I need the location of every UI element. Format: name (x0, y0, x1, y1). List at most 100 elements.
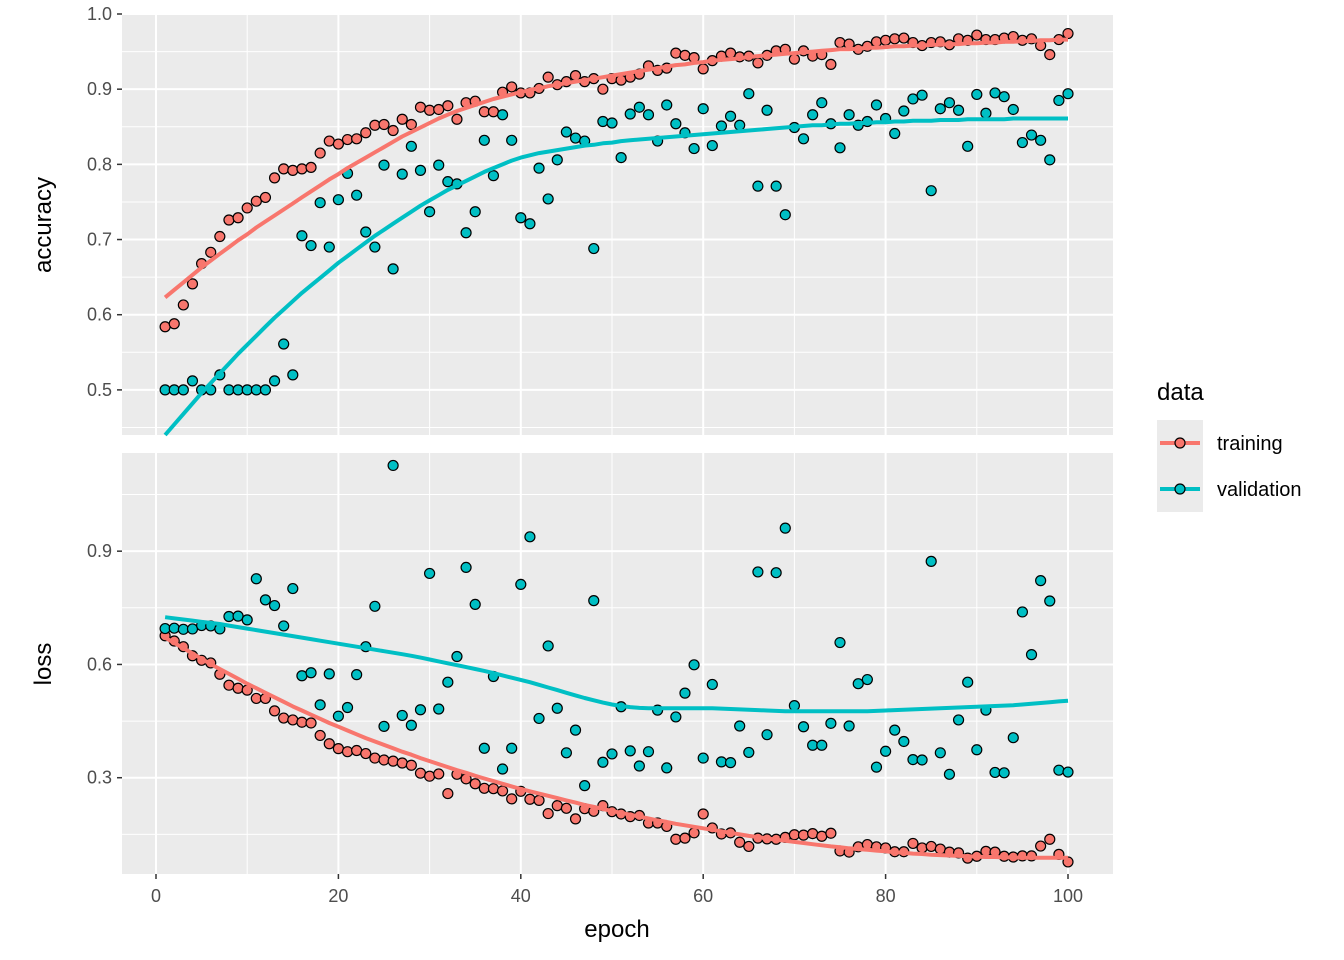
data-point-loss-training (378, 754, 390, 766)
data-point-accuracy-validation (761, 104, 773, 116)
data-point-accuracy-training (506, 81, 518, 93)
data-point-loss-validation (323, 668, 335, 680)
data-point-loss-training (907, 837, 919, 850)
data-point-loss-training (305, 717, 317, 729)
data-point-accuracy-training (451, 113, 463, 125)
data-point-accuracy-validation (925, 185, 937, 197)
data-point-loss-validation (706, 678, 718, 691)
data-point-accuracy-validation (998, 91, 1010, 103)
data-point-accuracy-validation (962, 140, 974, 152)
data-point-loss-validation (259, 594, 272, 606)
data-point-accuracy-training (159, 321, 171, 333)
data-point-accuracy-training (232, 212, 244, 224)
data-point-accuracy-validation (752, 180, 764, 192)
data-point-accuracy-training (724, 47, 737, 59)
data-point-loss-validation (670, 711, 682, 723)
y-tick-label: 0.6 (87, 305, 112, 325)
data-point-loss-validation (679, 687, 691, 699)
data-point-accuracy-training (1062, 27, 1074, 40)
data-point-accuracy-training (478, 106, 490, 118)
data-point-loss-validation (396, 709, 408, 722)
data-point-accuracy-training (889, 33, 901, 45)
data-point-accuracy-training (971, 29, 983, 41)
data-point-loss-training (469, 778, 481, 790)
data-point-accuracy-training (414, 101, 427, 113)
data-point-accuracy-validation (1044, 154, 1056, 166)
data-point-loss-validation (661, 762, 673, 774)
data-point-loss-training (268, 705, 281, 717)
data-point-accuracy-training (360, 127, 372, 139)
data-point-accuracy-validation (533, 162, 545, 174)
data-point-accuracy-validation (469, 206, 481, 218)
data-point-loss-training (414, 767, 427, 779)
data-point-loss-training (369, 752, 381, 764)
data-point-accuracy-validation (779, 209, 791, 221)
data-point-loss-validation (369, 600, 381, 612)
data-point-accuracy-validation (715, 120, 728, 132)
data-point-accuracy-training (332, 138, 344, 150)
data-point-loss-validation (934, 747, 946, 759)
data-point-loss-validation (642, 746, 655, 758)
data-point-loss-validation (405, 719, 417, 731)
smooth-line-loss-validation (164, 615, 1069, 714)
data-point-accuracy-training (424, 104, 436, 116)
data-point-loss-validation (879, 745, 892, 757)
data-point-loss-validation (633, 760, 645, 772)
data-point-loss-training (433, 768, 445, 780)
data-point-loss-validation (542, 640, 554, 652)
data-point-loss-validation (1016, 606, 1029, 618)
data-point-accuracy-training (405, 118, 417, 131)
data-point-accuracy-training (387, 124, 399, 137)
data-point-accuracy-validation (834, 142, 846, 154)
data-point-accuracy-validation (296, 230, 308, 242)
data-point-loss-validation (305, 667, 317, 679)
data-point-loss-training (250, 692, 262, 705)
data-point-loss-training (478, 782, 490, 794)
data-point-accuracy-training (487, 106, 500, 118)
data-point-accuracy-training (296, 163, 308, 175)
data-point-loss-validation (889, 724, 901, 736)
data-point-accuracy-validation (606, 117, 618, 129)
data-point-loss-validation (588, 595, 600, 607)
y-tick-label: 0.9 (87, 541, 112, 561)
data-point-accuracy-validation (724, 110, 737, 122)
data-point-accuracy-training (351, 133, 363, 145)
data-point-loss-validation (752, 566, 764, 578)
data-point-loss-validation (314, 699, 326, 711)
data-point-accuracy-validation (560, 126, 573, 138)
data-point-loss-validation (724, 757, 737, 769)
data-point-loss-validation (533, 712, 545, 725)
smooth-line-accuracy-training (163, 37, 1068, 299)
data-point-loss-training (424, 770, 436, 782)
x-tick-label: 80 (876, 886, 896, 906)
data-point-loss-validation (688, 659, 700, 671)
data-point-accuracy-validation (642, 109, 655, 121)
data-point-accuracy-validation (688, 142, 700, 155)
data-point-accuracy-training (597, 83, 609, 95)
data-point-loss-validation (232, 610, 244, 622)
data-point-loss-training (232, 682, 244, 694)
data-point-accuracy-training (223, 214, 235, 226)
data-point-loss-validation (506, 742, 518, 754)
data-point-loss-validation (351, 669, 363, 681)
x-tick-label: 40 (511, 886, 531, 906)
data-point-loss-validation (569, 724, 582, 736)
data-point-loss-training (807, 827, 819, 840)
data-point-loss-validation (524, 531, 536, 543)
data-point-accuracy-validation (414, 164, 427, 176)
y-tick-label: 0.7 (87, 230, 112, 250)
data-point-accuracy-training (241, 202, 253, 214)
data-point-accuracy-training (323, 135, 335, 147)
data-point-accuracy-training (433, 103, 445, 116)
smooth-line-loss-training (164, 635, 1068, 860)
data-point-accuracy-validation (405, 140, 417, 152)
data-point-loss-training (533, 794, 545, 806)
data-point-loss-validation (797, 721, 810, 733)
data-point-loss-validation (515, 578, 527, 590)
y-tick-label: 0.6 (87, 654, 112, 674)
data-point-accuracy-training (834, 36, 846, 49)
data-point-accuracy-training (396, 113, 408, 125)
data-point-accuracy-validation (889, 127, 901, 140)
data-point-loss-training (697, 808, 709, 820)
